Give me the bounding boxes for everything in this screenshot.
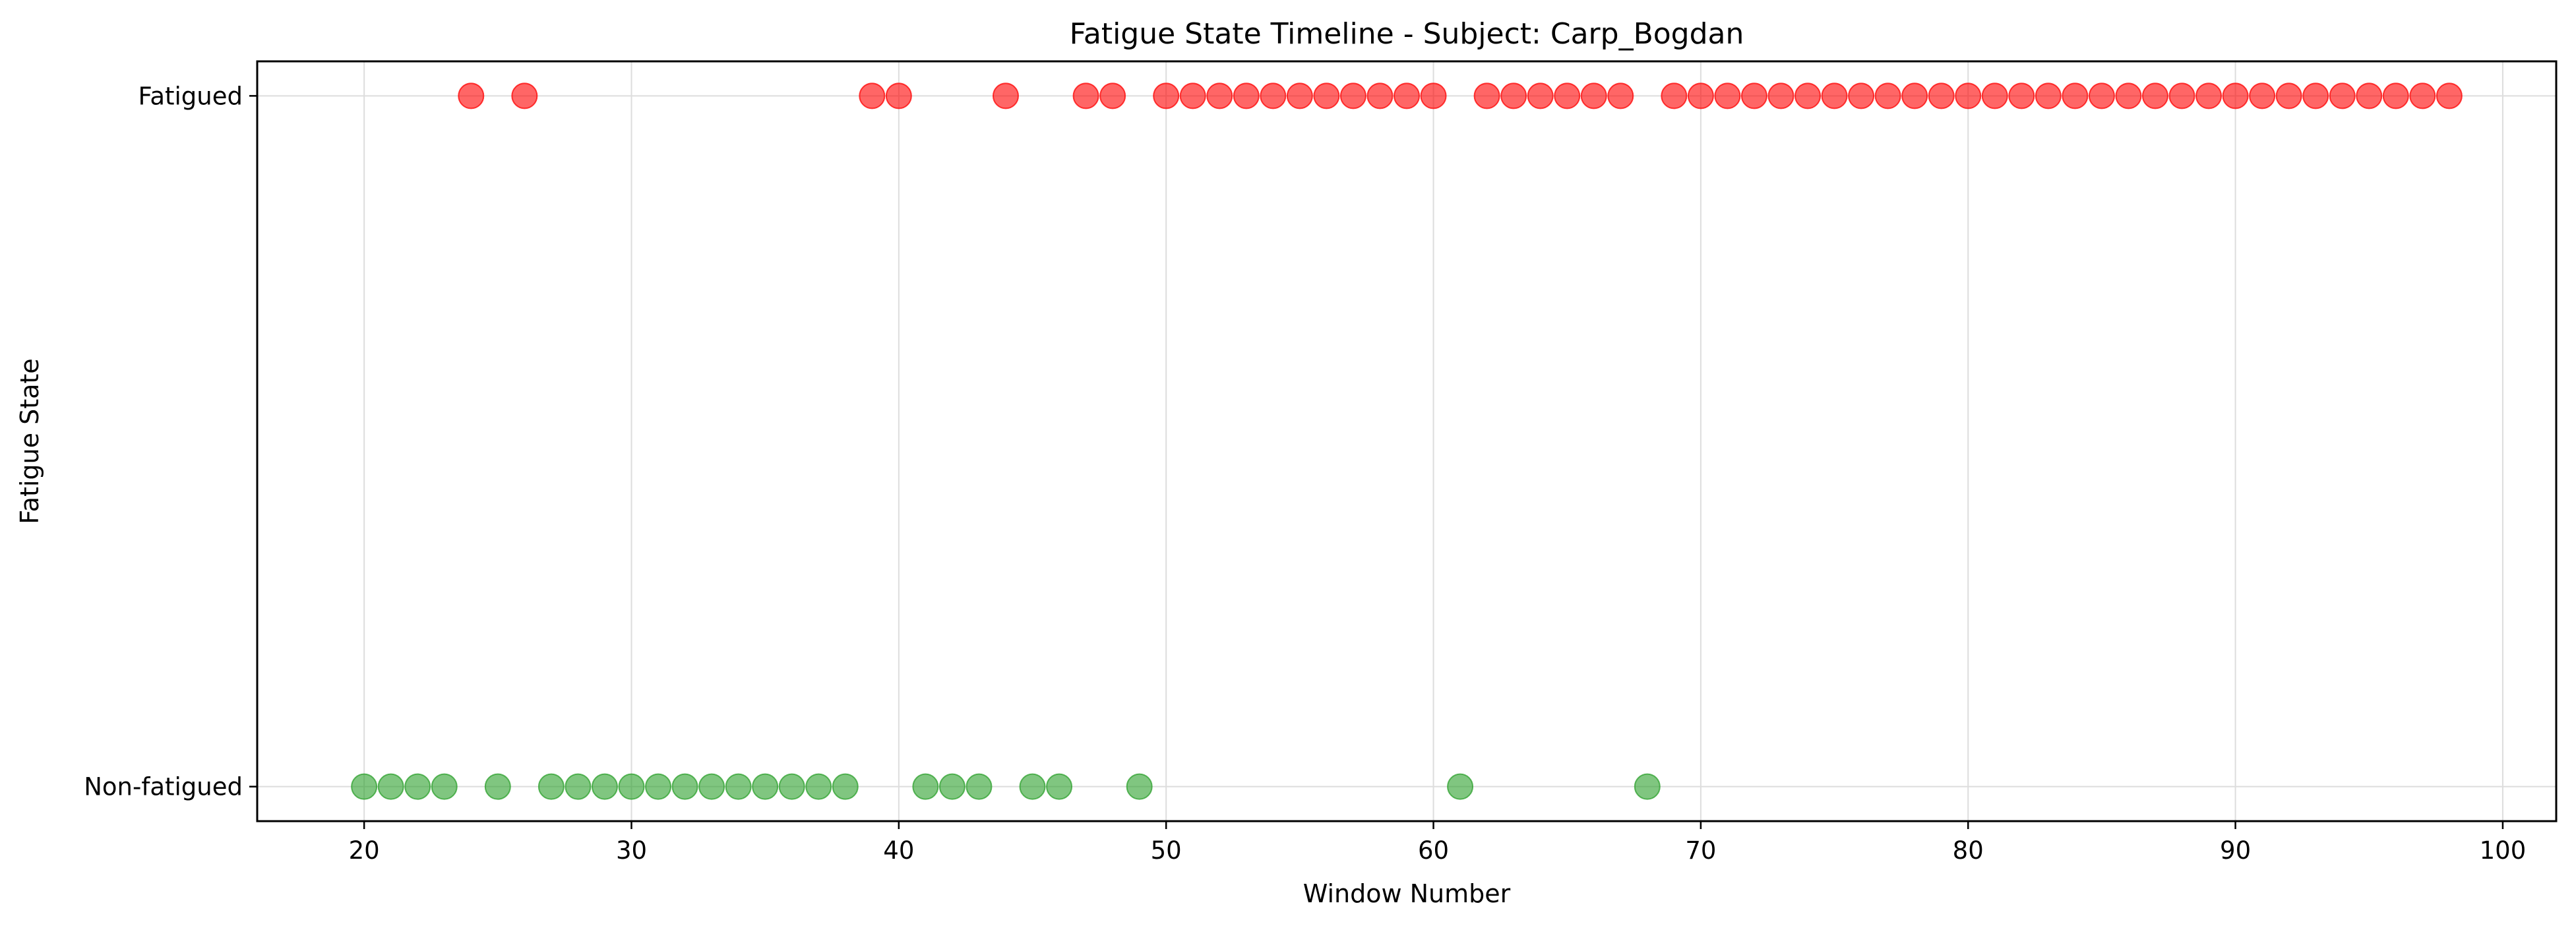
y-tick-label: Non-fatigued [84,773,243,801]
data-point [1580,82,1607,109]
data-point [1473,82,1500,109]
data-point [377,773,404,800]
data-point [2088,82,2115,109]
grid [257,61,2556,821]
y-axis-ticks: Non-fatigued Fatigued [84,82,257,801]
data-point [2062,82,2089,109]
x-axis-ticks: 20 30 40 50 60 70 80 90 100 [349,821,2527,865]
data-point [458,82,485,109]
x-tick-label: 50 [1151,836,1182,865]
data-point [2008,82,2035,109]
data-point [1794,82,1822,109]
data-points [351,82,2463,800]
data-point [992,82,1019,109]
data-point [591,773,618,800]
data-point [752,773,779,800]
data-point [966,773,993,800]
x-tick-label: 30 [616,836,647,865]
data-point [725,773,752,800]
data-point [2249,82,2276,109]
data-point [431,773,458,800]
x-tick-label: 80 [1953,836,1984,865]
data-point [1126,773,1153,800]
data-point [1447,773,1474,800]
data-point [1981,82,2008,109]
data-point [1607,82,1634,109]
data-point [1527,82,1554,109]
data-point [1366,82,1394,109]
data-point [778,773,805,800]
data-point [938,773,966,800]
data-point [1714,82,1741,109]
data-point [2275,82,2302,109]
chart-title: Fatigue State Timeline - Subject: Carp_B… [1070,17,1744,51]
x-tick-label: 40 [883,836,914,865]
data-point [1153,82,1180,109]
x-tick-label: 70 [1685,836,1716,865]
data-point [2115,82,2142,109]
data-point [2436,82,2463,109]
data-point [2329,82,2356,109]
data-point [1500,82,1527,109]
data-point [1179,82,1206,109]
data-point [1874,82,1901,109]
data-point [2222,82,2249,109]
data-point [2356,82,2383,109]
data-point [1634,773,1661,800]
x-tick-label: 100 [2480,836,2527,865]
x-tick-label: 20 [349,836,380,865]
x-tick-label: 60 [1418,836,1449,865]
data-point [1554,82,1581,109]
data-point [645,773,672,800]
data-point [511,82,538,109]
data-point [618,773,645,800]
data-point [805,773,832,800]
data-point [885,82,912,109]
data-point [351,773,378,800]
data-point [1286,82,1313,109]
data-point [1072,82,1099,109]
data-point [404,773,431,800]
data-point [2409,82,2436,109]
data-point [671,773,698,800]
data-point [1928,82,1955,109]
data-point [1019,773,1046,800]
data-point [832,773,859,800]
data-point [484,773,511,800]
data-point [2302,82,2329,109]
data-point [2168,82,2195,109]
y-axis-label: Fatigue State [15,358,44,524]
data-point [1901,82,1928,109]
data-point [1046,773,1073,800]
x-tick-label: 90 [2220,836,2251,865]
plot-frame [256,60,2558,822]
data-point [1955,82,1982,109]
data-point [2382,82,2409,109]
data-point [1313,82,1340,109]
data-point [1260,82,1287,109]
data-point [1821,82,1848,109]
data-point [1233,82,1260,109]
data-point [1661,82,1688,109]
data-point [1767,82,1794,109]
data-point [1339,82,1366,109]
data-point [2141,82,2168,109]
data-point [698,773,725,800]
data-point [565,773,592,800]
data-point [859,82,886,109]
y-tick-label: Fatigued [138,82,243,110]
data-point [537,773,565,800]
data-point [2195,82,2223,109]
data-point [1394,82,1420,109]
data-point [1420,82,1447,109]
data-point [1848,82,1875,109]
data-point [912,773,939,800]
data-point [1206,82,1233,109]
data-point [1687,82,1714,109]
data-point [1099,82,1126,109]
data-point [1740,82,1767,109]
x-axis-label: Window Number [1303,879,1511,908]
data-point [2035,82,2062,109]
